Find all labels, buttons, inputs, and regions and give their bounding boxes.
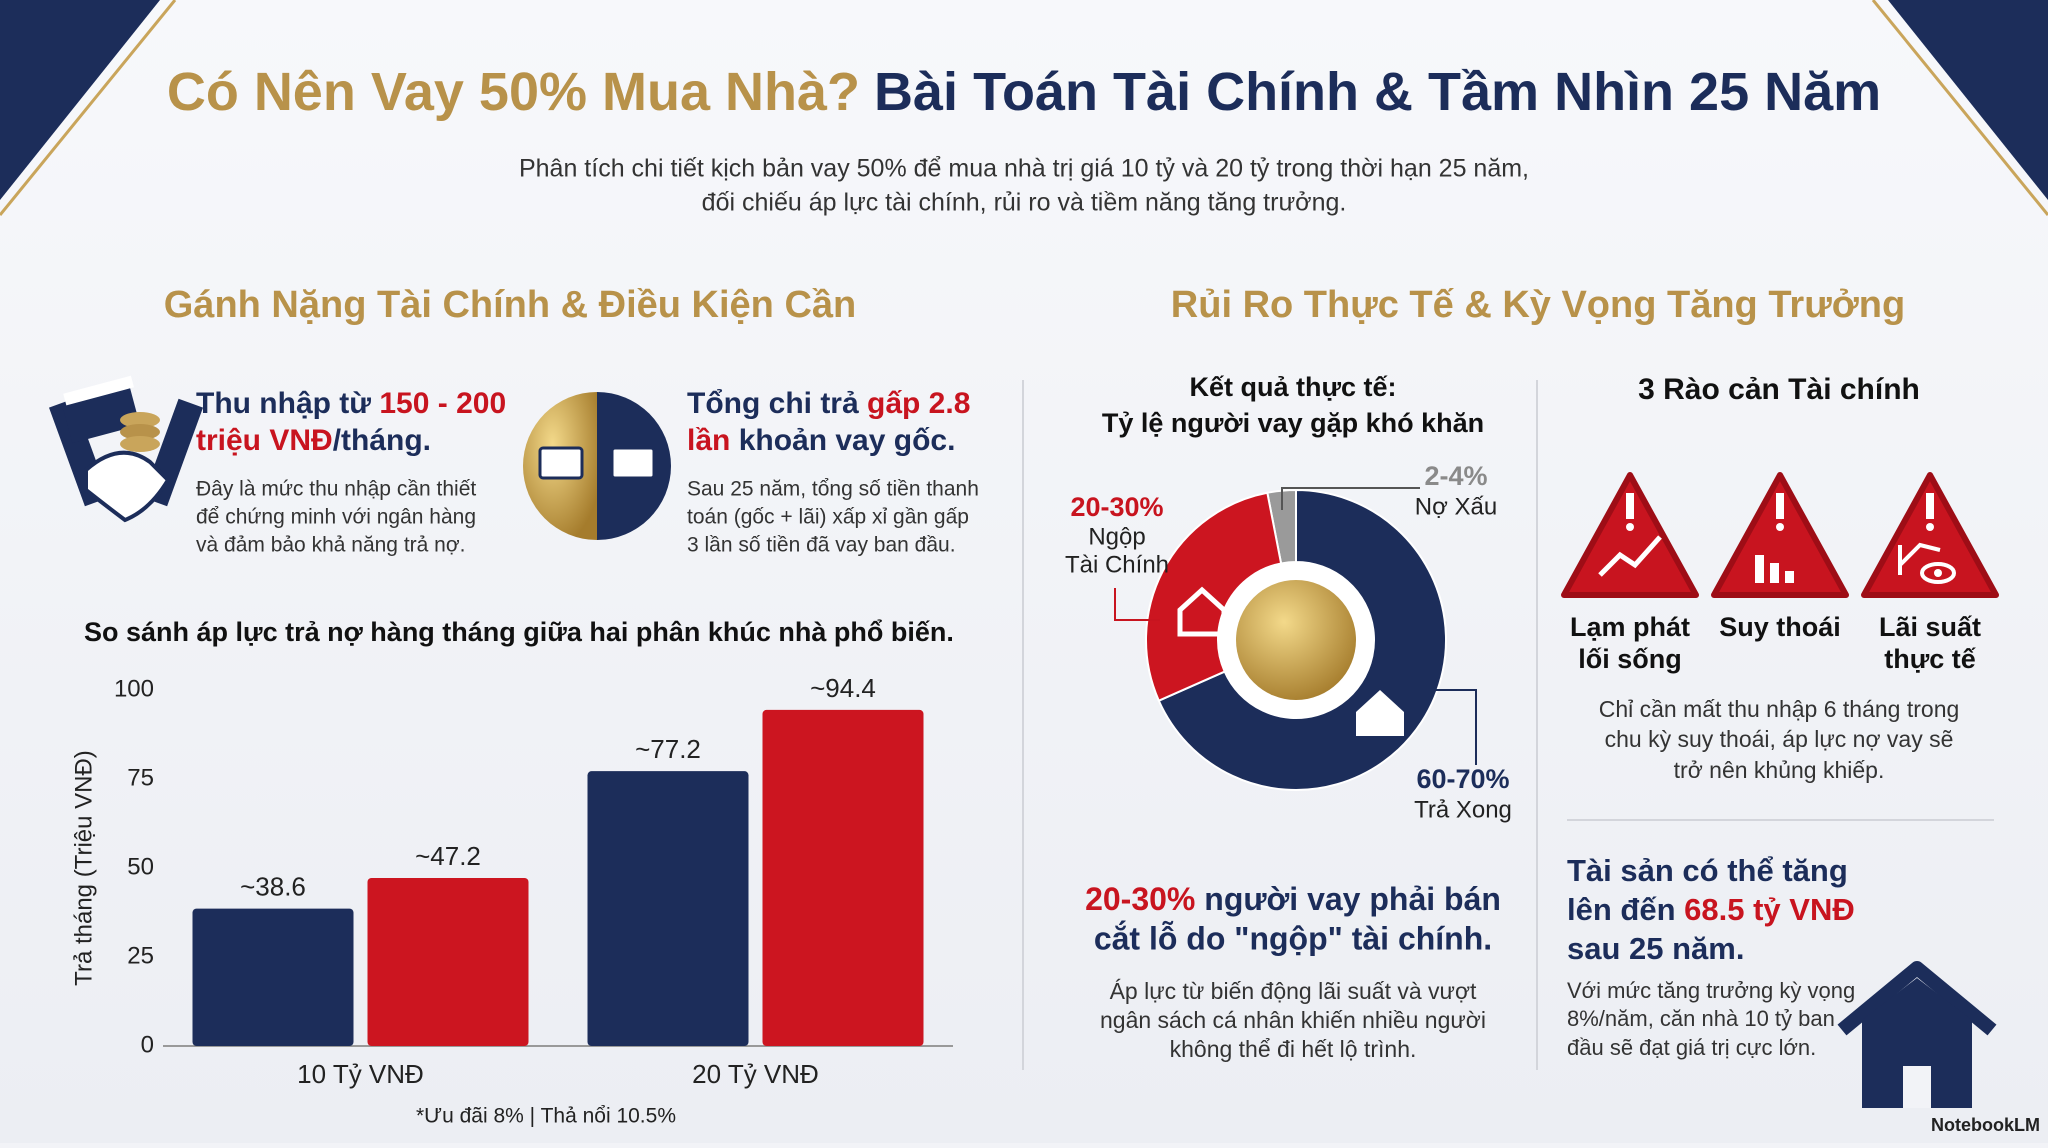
bar bbox=[587, 771, 749, 1046]
barrier-label: Lãi suất bbox=[1879, 612, 1981, 642]
corner-decoration bbox=[0, 0, 160, 200]
text-part: 68.5 tỷ VNĐ bbox=[1684, 892, 1855, 927]
barrier-label: thực tế bbox=[1884, 644, 1977, 674]
card-text: và đảm bảo khả năng trả nợ. bbox=[196, 534, 465, 557]
chart-title: So sánh áp lực trả nợ hàng tháng giữa ha… bbox=[84, 617, 954, 647]
leader-line bbox=[1400, 689, 1477, 765]
barrier-text: Chỉ cần mất thu nhập 6 tháng trong bbox=[1599, 696, 1960, 722]
slice-value-label: 2-4% bbox=[1424, 461, 1487, 491]
slice-label: Ngộp bbox=[1088, 523, 1145, 550]
bar-value-label: ~38.6 bbox=[240, 871, 306, 901]
barrier-label: Lạm phát bbox=[1570, 612, 1690, 642]
barriers-title: 3 Rào cản Tài chính bbox=[1638, 373, 1920, 406]
donut-center-coin bbox=[1236, 580, 1356, 700]
y-tick-label: 25 bbox=[127, 942, 154, 969]
callout-text: không thể đi hết lộ trình. bbox=[1170, 1036, 1417, 1062]
card-title: Tổng chi trả gấp 2.8 lần khoản vay gốc. bbox=[687, 387, 970, 457]
corner-decoration bbox=[1871, 0, 2048, 216]
y-axis-label: Trả tháng (Triệu VNĐ) bbox=[70, 750, 97, 986]
slice-value-label: 60-70% bbox=[1416, 764, 1509, 794]
corner-decoration bbox=[1888, 0, 2048, 200]
growth-text: Với mức tăng trưởng kỳ vọng bbox=[1567, 978, 1855, 1003]
growth-title: lên đến 68.5 tỷ VNĐ bbox=[1567, 892, 1855, 927]
card-text: để chứng minh với ngân hàng bbox=[196, 506, 476, 529]
subtitle: đối chiếu áp lực tài chính, rủi ro và ti… bbox=[702, 189, 1347, 217]
card-text: Sau 25 năm, tổng số tiền thanh bbox=[687, 478, 979, 501]
y-tick-label: 0 bbox=[141, 1031, 154, 1058]
barrier-label: lối sống bbox=[1578, 644, 1682, 674]
text-part: khoản vay gốc. bbox=[730, 424, 955, 457]
card-text: Đây là mức thu nhập cần thiết bbox=[196, 478, 476, 501]
text-part: 150 - 200 bbox=[379, 387, 506, 420]
slice-value-label: 20-30% bbox=[1070, 492, 1163, 522]
text-part: Tổng chi trả bbox=[687, 387, 867, 420]
slice-icon bbox=[1356, 690, 1404, 736]
bar-value-label: ~94.4 bbox=[810, 673, 876, 703]
x-tick-label: 20 Tỷ VNĐ bbox=[692, 1059, 819, 1089]
text-part: triệu VNĐ bbox=[196, 424, 333, 457]
leader-line bbox=[1281, 487, 1420, 510]
growth-title: sau 25 năm. bbox=[1567, 931, 1744, 966]
chart-title: Kết quả thực tế: bbox=[1189, 372, 1396, 402]
bar bbox=[192, 908, 354, 1046]
section-heading: Rủi Ro Thực Tế & Kỳ Vọng Tăng Trưởng bbox=[1171, 284, 1905, 326]
money-circle-icon bbox=[523, 392, 671, 540]
callout-title: 20-30% người vay phải bán bbox=[1085, 881, 1501, 917]
barrier-text: trở nên khủng khiếp. bbox=[1674, 757, 1885, 783]
text-part: 20-30% bbox=[1085, 881, 1195, 917]
y-tick-label: 100 bbox=[114, 675, 154, 702]
text-part: Thu nhập từ bbox=[196, 387, 379, 420]
barrier-text: chu kỳ suy thoái, áp lực nợ vay sẽ bbox=[1605, 726, 1954, 752]
chart-note: *Ưu đãi 8% | Thả nổi 10.5% bbox=[416, 1105, 676, 1128]
leader-line bbox=[1114, 588, 1160, 621]
text-part: lần bbox=[687, 424, 730, 457]
watermark: NotebookLM bbox=[1931, 1115, 2040, 1135]
y-tick-label: 75 bbox=[127, 764, 154, 791]
title-part: Bài Toán Tài Chính & Tầm Nhìn 25 Năm bbox=[874, 62, 1881, 122]
text-part: gấp 2.8 bbox=[867, 387, 970, 420]
growth-text: 8%/năm, căn nhà 10 tỷ ban bbox=[1567, 1006, 1835, 1031]
chart-title: Tỷ lệ người vay gặp khó khăn bbox=[1102, 408, 1484, 438]
card-text: 3 lần số tiền đã vay ban đầu. bbox=[687, 534, 956, 557]
page-title: Có Nên Vay 50% Mua Nhà? Bài Toán Tài Chín… bbox=[167, 62, 1881, 122]
donut-chart bbox=[1145, 488, 1447, 791]
text-part: /tháng. bbox=[333, 424, 431, 457]
warning-icons bbox=[1561, 472, 1999, 598]
text-part: lên đến bbox=[1567, 892, 1684, 927]
bar bbox=[762, 709, 924, 1046]
corner-decoration bbox=[0, 0, 177, 216]
callout-text: Áp lực từ biến động lãi suất và vượt bbox=[1110, 978, 1477, 1004]
bar-value-label: ~47.2 bbox=[415, 841, 481, 871]
section-heading: Gánh Nặng Tài Chính & Điều Kiện Cần bbox=[164, 284, 856, 326]
growth-text: đầu sẽ đạt giá trị cực lớn. bbox=[1567, 1035, 1816, 1060]
title-part: Có Nên Vay 50% Mua Nhà? bbox=[167, 62, 860, 122]
barrier-label: Suy thoái bbox=[1719, 612, 1841, 642]
slice-label: Nợ Xấu bbox=[1415, 493, 1497, 520]
y-tick-label: 50 bbox=[127, 853, 154, 880]
card-title: Thu nhập từ 150 - 200 triệu VNĐ/tháng. bbox=[196, 387, 506, 457]
house-icon bbox=[1837, 961, 1997, 1108]
x-tick-label: 10 Tỷ VNĐ bbox=[297, 1059, 424, 1089]
callout-title: cắt lỗ do "ngộp" tài chính. bbox=[1094, 920, 1492, 956]
text-part: người vay phải bán bbox=[1195, 881, 1501, 917]
callout-text: ngân sách cá nhân khiến nhiều người bbox=[1100, 1007, 1486, 1033]
subtitle: Phân tích chi tiết kịch bản vay 50% để m… bbox=[519, 155, 1529, 183]
card-text: toán (gốc + lãi) xấp xỉ gần gấp bbox=[687, 506, 969, 529]
slice-label: Trả Xong bbox=[1414, 796, 1512, 823]
growth-title: Tài sản có thể tăng bbox=[1567, 853, 1848, 888]
slice-icon bbox=[1177, 586, 1227, 637]
bar bbox=[367, 877, 529, 1046]
slice-label: Tài Chính bbox=[1065, 551, 1169, 578]
handshake-icon bbox=[48, 375, 204, 523]
bar-value-label: ~77.2 bbox=[635, 734, 701, 764]
